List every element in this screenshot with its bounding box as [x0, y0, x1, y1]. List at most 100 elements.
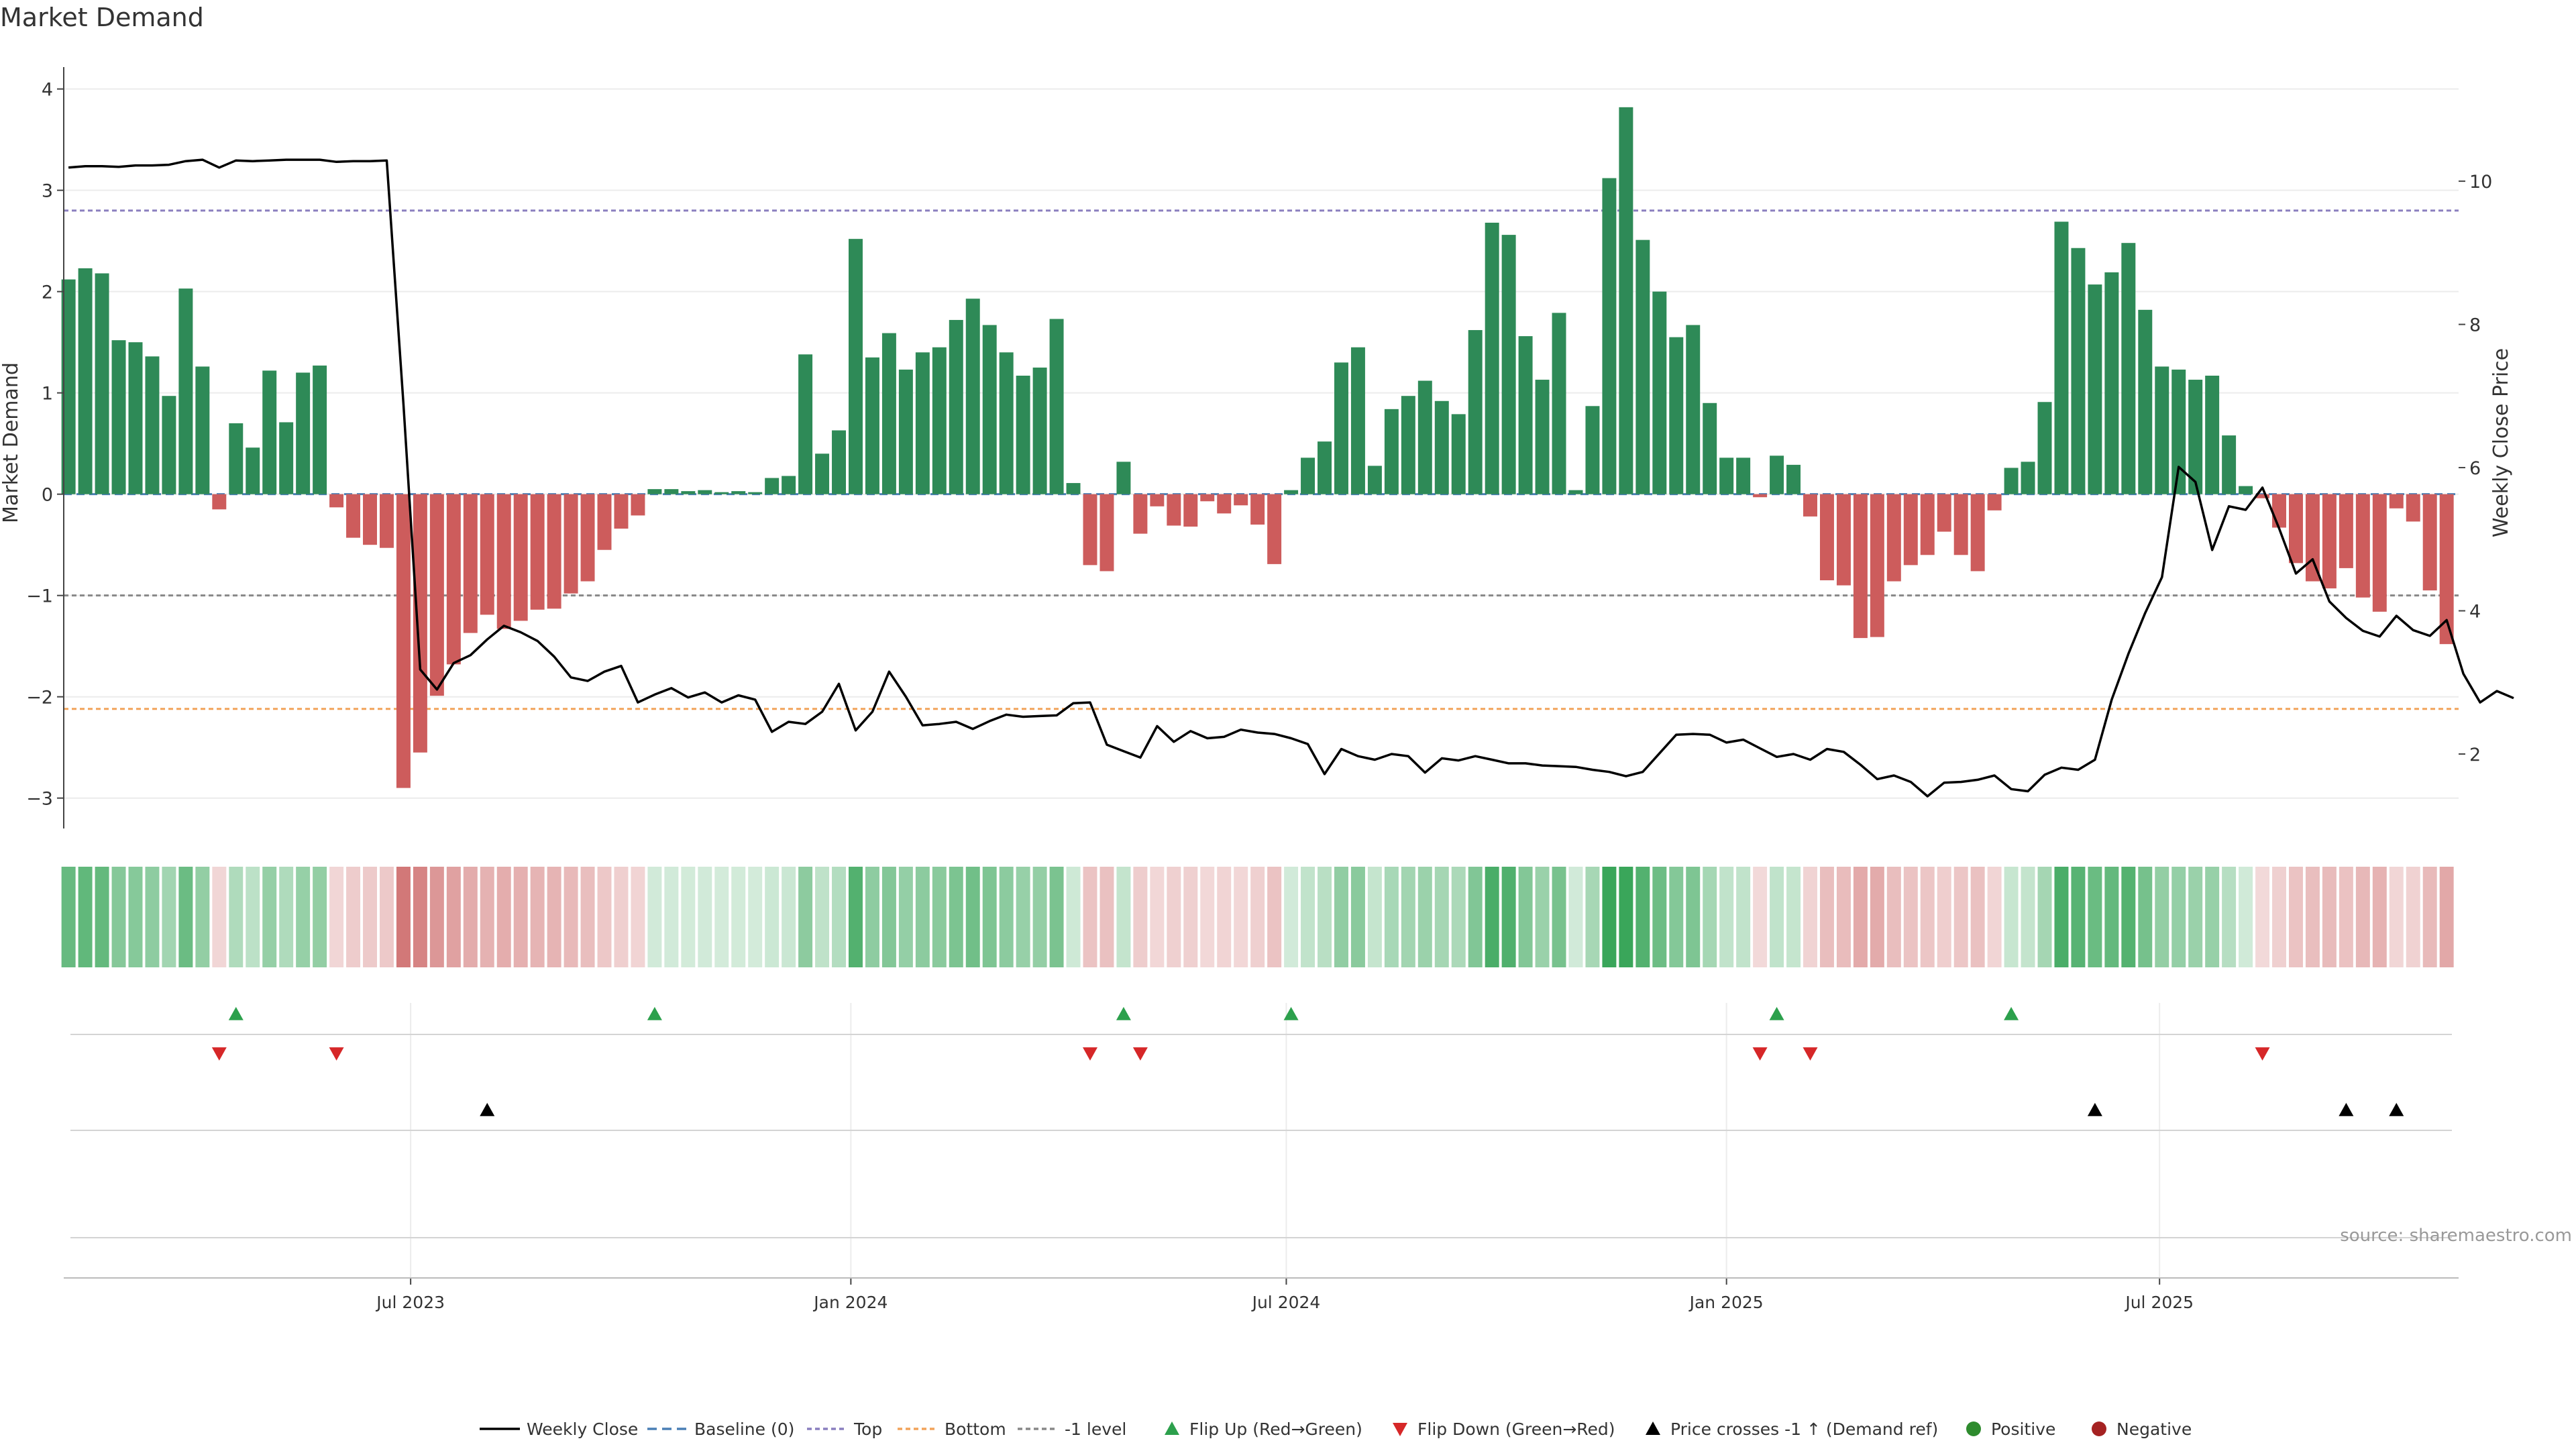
demand-bar — [1602, 178, 1617, 494]
demand-bar — [932, 347, 947, 494]
heat-cell — [1485, 867, 1499, 967]
demand-bar — [915, 352, 930, 494]
heat-cell — [1133, 867, 1148, 967]
heat-cell — [881, 867, 896, 967]
heat-cell — [1953, 867, 1968, 967]
heat-cell — [1903, 867, 1918, 967]
heat-cell — [647, 867, 662, 967]
heat-cell — [229, 867, 244, 967]
heat-cell — [832, 867, 847, 967]
heat-cell — [2088, 867, 2102, 967]
legend-label: Negative — [2116, 1419, 2192, 1439]
heat-cell — [2355, 867, 2370, 967]
heat-cell — [2422, 867, 2437, 967]
demand-bar — [1619, 107, 1633, 494]
heat-cell — [698, 867, 712, 967]
demand-bar — [61, 279, 76, 494]
demand-bar — [1367, 466, 1382, 494]
heat-cell — [748, 867, 763, 967]
demand-bar — [2305, 494, 2320, 582]
demand-bar — [111, 340, 126, 494]
demand-bar — [1451, 414, 1466, 494]
demand-bar — [647, 489, 662, 494]
heat-cell — [2239, 867, 2253, 967]
heat-cell — [346, 867, 361, 967]
source-label: source: sharemaestro.com — [2340, 1226, 2572, 1246]
heat-cell — [329, 867, 344, 967]
heat-cell — [1652, 867, 1667, 967]
heat-cell — [530, 867, 545, 967]
heat-cell — [1535, 867, 1550, 967]
flip-down-marker — [211, 1047, 227, 1061]
demand-bar — [597, 494, 612, 550]
demand-bar — [2205, 376, 2220, 494]
demand-bar — [1250, 494, 1265, 525]
heat-cell — [1602, 867, 1617, 967]
heat-cell — [1318, 867, 1332, 967]
demand-bar — [1652, 291, 1667, 494]
demand-bar — [949, 319, 963, 494]
demand-bar — [1518, 336, 1533, 494]
demand-bar — [296, 372, 311, 494]
heat-cell — [2121, 867, 2136, 967]
demand-bar — [815, 453, 830, 494]
demand-bar — [128, 342, 143, 494]
demand-bar — [664, 489, 679, 494]
demand-bar — [1568, 490, 1583, 494]
y-tick-label: 0 — [42, 485, 53, 506]
heat-cell — [849, 867, 863, 967]
demand-bar — [1350, 347, 1365, 494]
chart-title: Market Demand — [0, 3, 204, 32]
flip-up-marker — [228, 1007, 244, 1020]
demand-bar — [1133, 494, 1148, 534]
demand-bar — [2171, 369, 2186, 494]
heat-cell — [597, 867, 612, 967]
heat-cell — [1083, 867, 1097, 967]
demand-bar — [2322, 494, 2337, 589]
demand-bar — [162, 396, 176, 494]
legend-symbol — [1165, 1421, 1179, 1435]
demand-bar — [396, 494, 411, 788]
heat-cell — [2322, 867, 2337, 967]
demand-bar — [1786, 464, 1801, 494]
demand-bar — [1770, 455, 1784, 494]
demand-bar — [2054, 221, 2069, 494]
demand-bar — [2088, 284, 2102, 494]
demand-bar — [329, 494, 344, 508]
demand-bar — [1032, 367, 1047, 494]
demand-bar — [2406, 494, 2420, 522]
flip-down-marker — [1803, 1047, 1818, 1061]
heat-cell — [782, 867, 796, 967]
heat-cell — [1116, 867, 1131, 967]
demand-bar — [681, 491, 696, 494]
heat-cell — [898, 867, 913, 967]
heat-cell — [1920, 867, 1935, 967]
heat-cell — [2205, 867, 2220, 967]
y-tick-label: 2 — [42, 282, 53, 303]
heat-cell — [78, 867, 93, 967]
grid-layer — [64, 88, 2459, 1278]
demand-bar — [782, 476, 796, 494]
y-axis-label: Market Demand — [0, 362, 23, 523]
heat-cell — [1434, 867, 1449, 967]
demand-bar — [379, 494, 394, 548]
heat-cell — [1819, 867, 1834, 967]
weekly-close-line — [68, 158, 2514, 798]
y-tick-label: 1 — [42, 384, 53, 405]
heat-cell — [513, 867, 528, 967]
legend-label: Positive — [1991, 1419, 2055, 1439]
heat-cell — [1937, 867, 1951, 967]
demand-bar — [2439, 494, 2454, 645]
heat-cell — [1836, 867, 1851, 967]
demand-bar — [229, 423, 244, 494]
event-markers — [211, 1007, 2404, 1116]
heat-cell — [1301, 867, 1316, 967]
demand-bar — [496, 494, 511, 629]
heat-cell — [1686, 867, 1701, 967]
price-line-layer — [68, 158, 2514, 798]
demand-bar — [195, 366, 210, 494]
demand-bar — [1987, 494, 2002, 511]
demand-bar — [279, 422, 294, 494]
demand-bar — [363, 494, 377, 545]
